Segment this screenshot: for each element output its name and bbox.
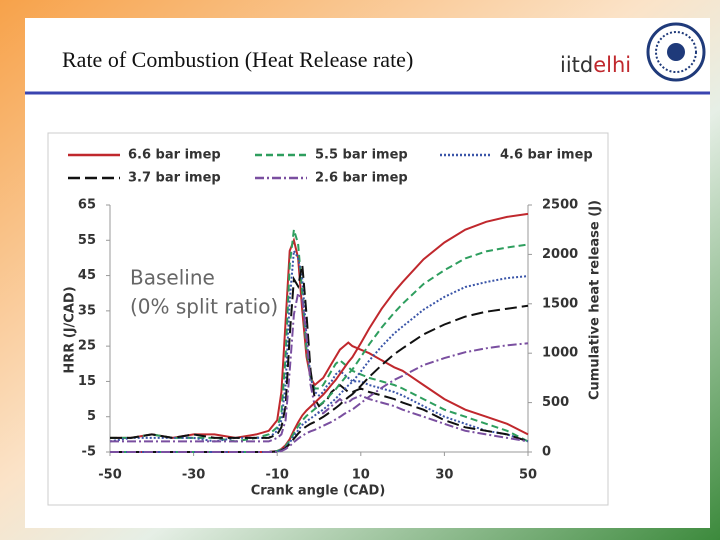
logo-text: iitdelhi xyxy=(560,53,631,77)
annotation: Baseline xyxy=(130,266,215,290)
x-tick-label: -10 xyxy=(265,468,289,483)
y-tick-label: 45 xyxy=(78,268,96,283)
y-tick-label: 5 xyxy=(87,409,96,424)
annotation: (0% split ratio) xyxy=(130,295,278,319)
y2-axis-label: Cumulative heat release (J) xyxy=(588,200,603,400)
series-line xyxy=(110,236,529,439)
y2-tick-label: 1500 xyxy=(542,296,578,311)
logo-emblem xyxy=(646,22,706,82)
x-tick-label: -50 xyxy=(98,468,122,483)
series-line xyxy=(109,247,529,443)
logo-part: iitd xyxy=(560,53,593,77)
x-axis-label: Crank angle (CAD) xyxy=(251,484,386,499)
series-line xyxy=(110,342,529,453)
y-tick-label: 25 xyxy=(78,339,96,354)
series-line xyxy=(110,304,529,453)
legend-label: 4.6 bar imep xyxy=(500,148,593,163)
logo-part: elhi xyxy=(593,53,631,77)
y-axis-label: HRR (J/CAD) xyxy=(63,286,78,373)
series-line xyxy=(110,290,529,443)
y2-tick-label: 0 xyxy=(542,445,551,460)
y2-tick-label: 500 xyxy=(542,395,569,410)
y2-tick-label: 1000 xyxy=(542,346,578,361)
series-line xyxy=(110,229,529,443)
y2-tick-label: 2500 xyxy=(542,198,578,213)
legend-label: 6.6 bar imep xyxy=(128,148,221,163)
y2-tick-label: 2000 xyxy=(542,247,578,262)
y-tick-label: 65 xyxy=(78,198,96,213)
y-tick-label: 55 xyxy=(78,233,96,248)
y-tick-label: 15 xyxy=(78,374,96,389)
y-tick-label: -5 xyxy=(82,445,96,460)
legend-label: 2.6 bar imep xyxy=(315,171,408,186)
legend-label: 3.7 bar imep xyxy=(128,171,221,186)
x-tick-label: 10 xyxy=(352,468,370,483)
x-tick-label: -30 xyxy=(182,468,206,483)
x-tick-label: 30 xyxy=(435,468,453,483)
legend-label: 5.5 bar imep xyxy=(315,148,408,163)
series-line xyxy=(110,264,529,443)
x-tick-label: 50 xyxy=(519,468,537,483)
chart-frame xyxy=(47,132,609,506)
slide-title: Rate of Combustion (Heat Release rate) xyxy=(62,47,413,72)
y-tick-label: 35 xyxy=(78,303,96,318)
